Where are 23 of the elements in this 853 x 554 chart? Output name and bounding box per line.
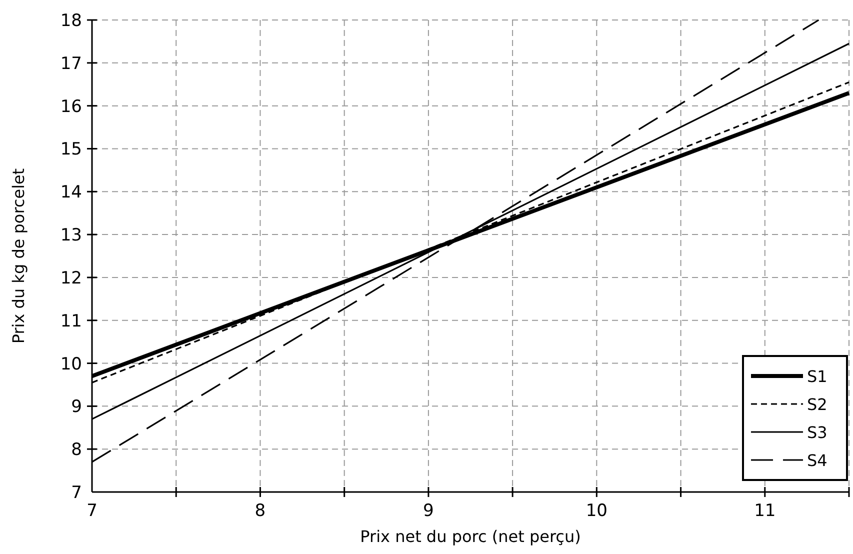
y-tick-label: 16 bbox=[60, 96, 82, 117]
y-tick-label: 9 bbox=[71, 397, 82, 418]
legend-label: S2 bbox=[807, 395, 828, 414]
y-tick-label: 14 bbox=[60, 182, 82, 203]
y-tick-label: 11 bbox=[60, 311, 82, 332]
x-axis-title: Prix net du porc (net perçu) bbox=[360, 527, 581, 546]
x-tick-label: 11 bbox=[754, 501, 776, 521]
x-tick-label: 8 bbox=[254, 501, 266, 521]
y-axis-title: Prix du kg de porcelet bbox=[9, 168, 28, 344]
x-tick-label: 7 bbox=[86, 501, 98, 521]
y-tick-label: 10 bbox=[60, 354, 82, 374]
x-tick-label: 9 bbox=[423, 501, 434, 521]
y-tick-label: 13 bbox=[60, 226, 82, 246]
y-tick-label: 18 bbox=[60, 11, 82, 31]
legend-label: S1 bbox=[807, 367, 828, 386]
x-tick-label: 10 bbox=[586, 501, 608, 521]
y-tick-label: 12 bbox=[60, 268, 82, 288]
legend-label: S3 bbox=[807, 423, 828, 442]
legend-label: S4 bbox=[807, 451, 828, 470]
y-tick-label: 7 bbox=[71, 483, 82, 503]
y-tick-label: 17 bbox=[60, 54, 82, 74]
y-tick-label: 15 bbox=[60, 140, 82, 160]
y-tick-label: 8 bbox=[71, 440, 82, 460]
